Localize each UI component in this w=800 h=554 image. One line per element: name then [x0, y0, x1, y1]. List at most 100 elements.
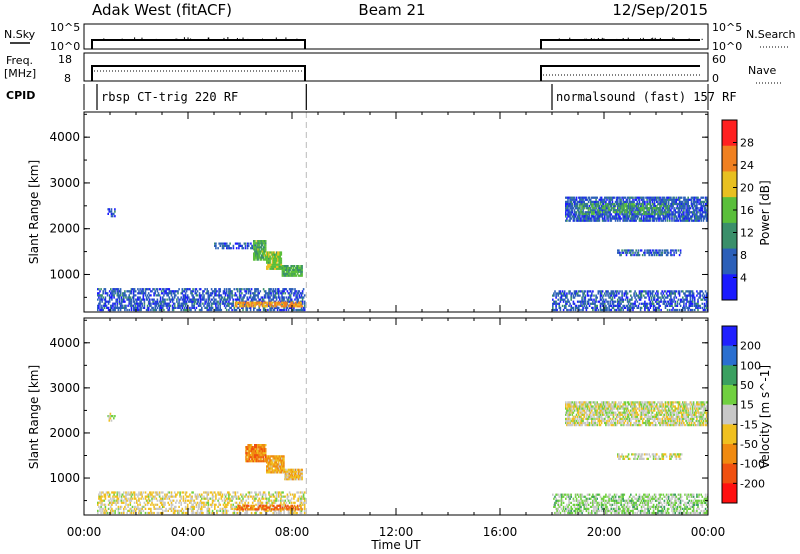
echo-cell	[259, 252, 262, 255]
echo-cell	[598, 300, 601, 303]
echo-cell	[206, 292, 208, 295]
echo-cell	[599, 200, 602, 203]
echo-cell	[584, 302, 587, 305]
echo-cell	[201, 503, 203, 506]
echo-cell	[601, 308, 604, 312]
nsky-strip: N.Sky 10^5 10^0 10^5 10^0 N.Search	[4, 21, 796, 53]
echo-cell	[279, 495, 281, 498]
echo-cell	[630, 209, 632, 212]
echo-cell	[129, 503, 132, 506]
echo-cell	[617, 251, 619, 254]
echo-cell	[659, 211, 661, 214]
echo-cell	[573, 217, 576, 220]
echo-cell	[164, 509, 166, 512]
echo-cell	[227, 296, 229, 299]
echo-cell	[652, 198, 655, 201]
echo-cell	[705, 202, 708, 206]
echo-cell	[179, 304, 181, 307]
echo-cell	[234, 305, 237, 308]
echo-cell	[585, 211, 588, 214]
echo-cell	[585, 196, 588, 199]
echo-cell	[619, 210, 621, 214]
echo-cell	[643, 290, 645, 293]
echo-cell	[119, 308, 122, 312]
echo-cell	[283, 274, 286, 277]
echo-cell	[268, 257, 270, 260]
echo-cell	[646, 212, 648, 215]
echo-cell	[258, 292, 260, 295]
echo-cell	[624, 203, 627, 206]
echo-cell	[673, 209, 675, 212]
echo-cell	[631, 209, 633, 212]
echo-cell	[222, 298, 225, 301]
echo-cell	[641, 200, 644, 203]
echo-cell	[254, 246, 256, 249]
echo-cell	[607, 219, 609, 222]
echo-cell	[231, 294, 233, 297]
echo-cell	[160, 499, 163, 502]
echo-cell	[272, 261, 275, 264]
echo-cell	[654, 213, 657, 216]
echo-cell	[559, 308, 562, 312]
echo-cell	[261, 495, 264, 498]
echo-cell	[111, 491, 113, 494]
echo-cell	[274, 290, 277, 293]
echo-cell	[624, 306, 627, 309]
echo-cell	[569, 302, 571, 305]
echo-cell	[579, 196, 581, 199]
echo-cell	[673, 207, 675, 210]
echo-cell	[617, 209, 619, 212]
echo-cell	[571, 211, 574, 214]
echo-cell	[284, 499, 286, 502]
echo-cell	[118, 306, 121, 309]
echo-cell	[189, 300, 191, 303]
echo-cell	[133, 302, 136, 305]
echo-cell	[154, 306, 156, 309]
echo-cell	[261, 254, 264, 257]
echo-cell	[580, 217, 582, 220]
echo-cell	[673, 215, 675, 218]
echo-cell	[289, 306, 292, 309]
echo-cell	[223, 288, 226, 291]
echo-cell	[126, 493, 128, 496]
echo-cell	[139, 509, 141, 512]
echo-cell	[263, 250, 266, 253]
echo-cell	[674, 213, 676, 216]
echo-cell	[604, 300, 606, 303]
echo-cell	[102, 292, 104, 295]
echo-cell	[269, 296, 271, 299]
echo-cell	[664, 209, 667, 212]
echo-cell	[696, 207, 698, 210]
echo-cell	[594, 300, 596, 303]
echo-cell	[614, 215, 617, 218]
echo-cell	[649, 198, 652, 201]
echo-cell	[141, 292, 143, 295]
echo-cell	[258, 298, 260, 301]
echo-cell	[630, 308, 632, 312]
echo-cell	[703, 200, 706, 203]
echo-cell	[184, 507, 187, 510]
echo-cell	[619, 300, 621, 303]
nsearch-tick-top: 10^5	[712, 21, 742, 34]
echo-cell	[673, 202, 675, 206]
echo-cell	[612, 290, 615, 293]
echo-cell	[99, 495, 101, 498]
echo-cell	[566, 207, 568, 210]
echo-cell	[129, 296, 132, 299]
echo-cell	[574, 308, 577, 312]
echo-cell	[186, 294, 189, 297]
echo-cell	[596, 196, 598, 199]
echo-cell	[132, 290, 135, 293]
echo-cell	[573, 296, 576, 299]
echo-cell	[193, 296, 195, 299]
echo-cell	[188, 296, 190, 299]
echo-cell	[111, 304, 113, 307]
echo-cell	[657, 203, 659, 206]
echo-cell	[186, 495, 189, 498]
echo-cell	[217, 306, 219, 309]
echo-cell	[602, 202, 605, 206]
echo-cell	[163, 300, 165, 303]
echo-cell	[228, 497, 230, 500]
echo-cell	[246, 303, 249, 306]
echo-cell	[685, 217, 687, 220]
